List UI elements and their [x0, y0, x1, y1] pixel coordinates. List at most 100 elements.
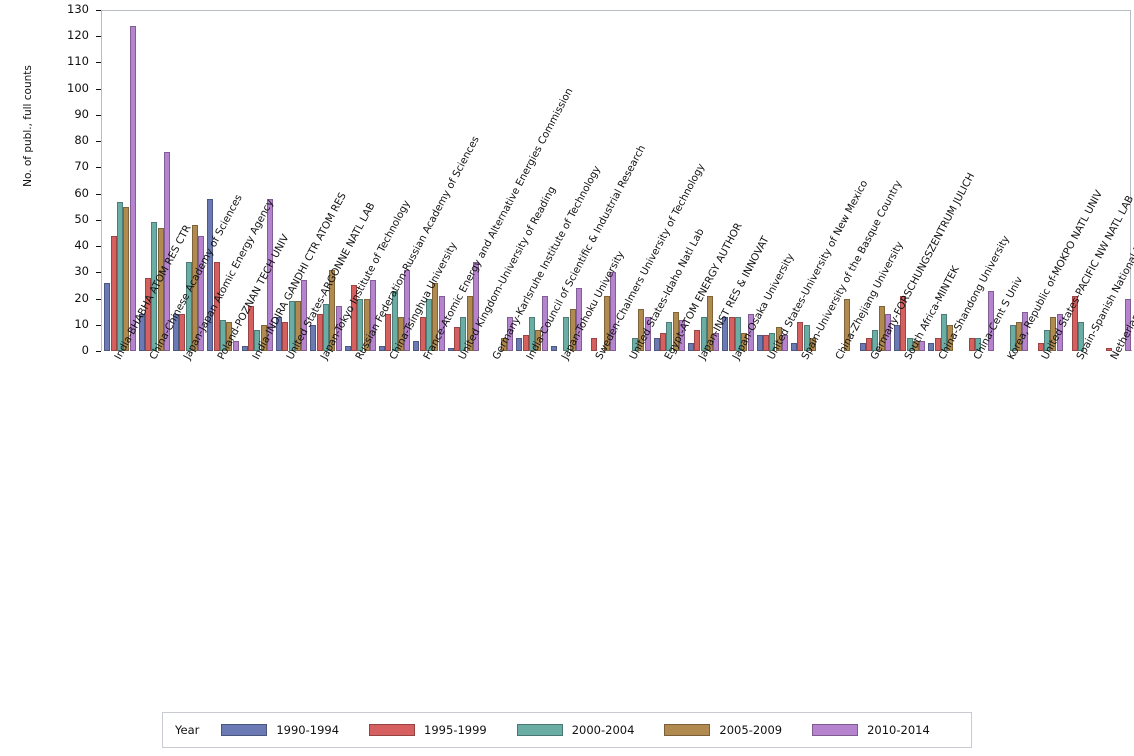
bar — [1106, 348, 1113, 351]
bar — [734, 316, 741, 351]
bar — [576, 288, 583, 351]
y-tick-label: 60 — [74, 185, 89, 200]
bar — [906, 337, 913, 351]
y-tick — [96, 193, 101, 195]
bar — [797, 322, 804, 351]
legend-swatch — [516, 724, 563, 736]
bar — [378, 345, 385, 351]
bar — [404, 269, 411, 351]
bar-group — [928, 10, 960, 351]
legend-label: 1990-1994 — [276, 723, 340, 737]
bar — [507, 316, 514, 351]
bar — [940, 314, 947, 351]
bar — [563, 316, 570, 351]
legend-swatch — [369, 724, 416, 736]
bar-group — [585, 10, 617, 351]
bar — [344, 345, 351, 351]
y-tick — [96, 114, 101, 116]
bar — [659, 332, 666, 351]
y-tick — [96, 167, 101, 169]
bar — [357, 298, 364, 351]
bar — [275, 316, 282, 351]
bar — [116, 201, 123, 351]
bar — [1050, 316, 1057, 351]
bar — [432, 282, 439, 351]
bar — [350, 285, 357, 351]
y-axis-title: No. of publ., full counts — [22, 65, 34, 187]
plot-area — [101, 10, 1132, 351]
y-tick-label: 10 — [74, 316, 89, 331]
y-tick — [96, 88, 101, 90]
bar — [104, 282, 111, 351]
bar — [219, 319, 226, 351]
bar — [653, 337, 660, 351]
legend: Year 1990-1994 1995-1999 2000-2004 2005-200… — [162, 712, 972, 748]
bar — [878, 306, 885, 351]
bar — [322, 303, 329, 351]
bar — [501, 337, 508, 351]
bar — [466, 295, 473, 351]
bar — [144, 277, 151, 351]
bar — [157, 227, 164, 351]
bar — [859, 343, 866, 351]
bar — [138, 314, 145, 351]
legend-swatch — [664, 724, 711, 736]
bar-group — [1031, 10, 1063, 351]
y-tick-label: 90 — [74, 106, 89, 121]
legend-item: 1995-1999 — [369, 723, 487, 737]
bar — [282, 322, 289, 351]
bar — [473, 261, 480, 351]
bar — [129, 25, 136, 351]
bar — [391, 290, 398, 351]
bar-group — [275, 10, 308, 351]
bar-group — [756, 10, 789, 351]
bar-group — [447, 10, 480, 351]
bar — [700, 316, 707, 351]
bar — [1056, 314, 1063, 351]
bar-group — [653, 10, 686, 351]
bar-group — [893, 10, 926, 351]
y-tick-label: 40 — [74, 238, 89, 253]
bar-group — [963, 10, 995, 351]
bar-group — [482, 10, 514, 351]
y-tick — [96, 10, 101, 11]
y-tick — [96, 141, 101, 143]
bar-group — [413, 10, 445, 351]
bar — [232, 340, 239, 351]
bar — [919, 340, 926, 351]
bar — [288, 301, 295, 351]
legend-item: 2005-2009 — [664, 723, 782, 737]
bar — [535, 330, 542, 351]
bar — [591, 337, 598, 351]
bar — [1043, 330, 1050, 351]
bar — [425, 298, 432, 351]
bar — [316, 314, 323, 351]
bar — [988, 290, 995, 351]
bar — [666, 322, 673, 351]
legend-item: 2010-2014 — [812, 723, 930, 737]
y-tick — [96, 298, 101, 300]
bar — [604, 295, 611, 351]
y-tick-label: 110 — [67, 54, 89, 69]
bar-group — [378, 10, 411, 351]
bar-group — [241, 10, 274, 351]
bar — [934, 337, 941, 351]
bar — [782, 335, 789, 351]
bar-group — [825, 10, 857, 351]
bar — [756, 335, 763, 351]
bar — [185, 261, 192, 351]
bar — [769, 332, 776, 351]
bar — [638, 309, 645, 351]
bar — [762, 335, 769, 351]
bar — [516, 337, 523, 351]
y-tick-label: 70 — [74, 159, 89, 174]
bar — [295, 301, 302, 351]
bar — [1037, 343, 1044, 351]
y-tick-label: 50 — [74, 211, 89, 226]
bar — [207, 198, 214, 351]
bar — [707, 295, 714, 351]
y-tick-label: 130 — [67, 2, 89, 16]
bar-group — [790, 10, 823, 351]
y-tick-label: 120 — [67, 28, 89, 43]
bar — [528, 316, 535, 351]
